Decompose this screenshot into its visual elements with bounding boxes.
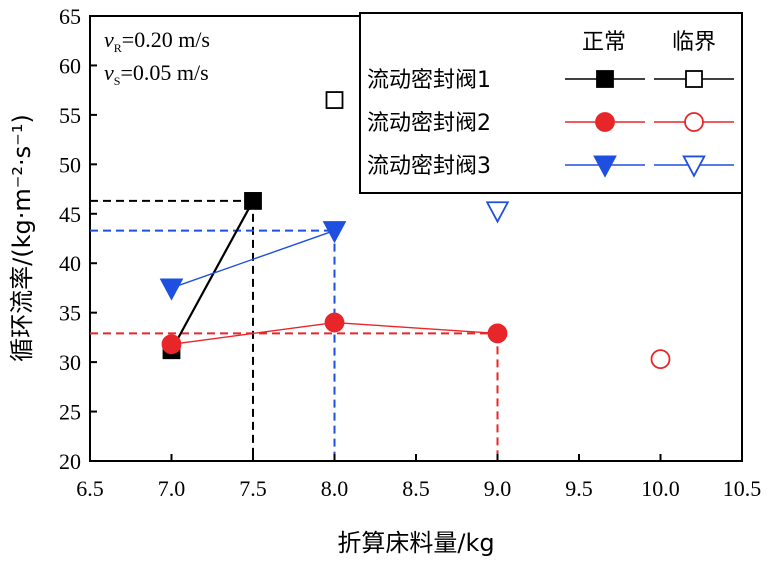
annotation-vR: vR=0.20 m/s <box>104 27 210 55</box>
y-tick-label: 25 <box>59 400 81 425</box>
reference-lines <box>90 199 499 461</box>
legend-marker-normal <box>596 70 614 88</box>
legend-box <box>359 12 743 194</box>
legend-marker-normal <box>593 155 617 178</box>
data-point-normal <box>161 334 182 355</box>
data-point-critical <box>650 349 671 370</box>
data-point-normal <box>324 312 345 333</box>
x-tick-label: 10.5 <box>723 476 762 501</box>
legend-header-normal: 正常 <box>582 30 626 55</box>
data-point-normal <box>159 278 184 301</box>
data-point-critical <box>485 201 510 224</box>
y-tick-label: 65 <box>59 4 81 29</box>
x-tick-label: 7.5 <box>239 476 267 501</box>
data-point-normal <box>487 323 508 344</box>
series-line <box>171 229 335 289</box>
data-point-critical <box>325 91 344 109</box>
y-tick-label: 30 <box>59 350 81 375</box>
x-tick-label: 10.0 <box>641 476 680 501</box>
legend-marker-critical <box>684 112 704 132</box>
annotation-vS: vS=0.05 m/s <box>104 60 209 88</box>
x-axis-title: 折算床料量/kg <box>337 529 494 557</box>
y-tick-label: 35 <box>59 301 81 326</box>
legend: 正常 临界 流动密封阀1 流动密封阀2 流动密封阀3 <box>359 12 743 194</box>
y-tick-label: 20 <box>59 449 81 474</box>
legend-label-2: 流动密封阀2 <box>367 111 491 136</box>
y-tick-label: 45 <box>59 202 81 227</box>
y-tick-label: 50 <box>59 152 81 177</box>
legend-marker-critical <box>682 155 706 178</box>
data-point-normal <box>244 192 262 210</box>
data-point-normal <box>322 221 347 244</box>
x-tick-label: 9.5 <box>565 476 593 501</box>
x-tick-label: 9.0 <box>484 476 512 501</box>
x-tick-label: 6.5 <box>76 476 104 501</box>
data-markers <box>159 91 671 370</box>
y-axis-title: 循环流率/(kg·m⁻²·s⁻¹) <box>8 114 36 362</box>
axis-ticks: 6.5 7.0 7.5 8.0 8.5 9.0 9.5 10.0 10.5 20 25 30 35 40 4… <box>59 4 761 501</box>
series-line <box>170 200 254 351</box>
y-tick-label: 60 <box>59 53 81 78</box>
legend-marker-normal <box>595 112 615 132</box>
x-tick-label: 8.0 <box>321 476 349 501</box>
x-tick-label: 8.5 <box>402 476 430 501</box>
x-tick-label: 7.0 <box>158 476 186 501</box>
legend-label-1: 流动密封阀1 <box>367 68 491 93</box>
legend-label-3: 流动密封阀3 <box>367 154 491 179</box>
legend-marks <box>565 70 734 178</box>
y-tick-label: 55 <box>59 103 81 128</box>
legend-marker-critical <box>685 70 703 88</box>
y-tick-label: 40 <box>59 251 81 276</box>
legend-header-critical: 临界 <box>672 30 716 55</box>
